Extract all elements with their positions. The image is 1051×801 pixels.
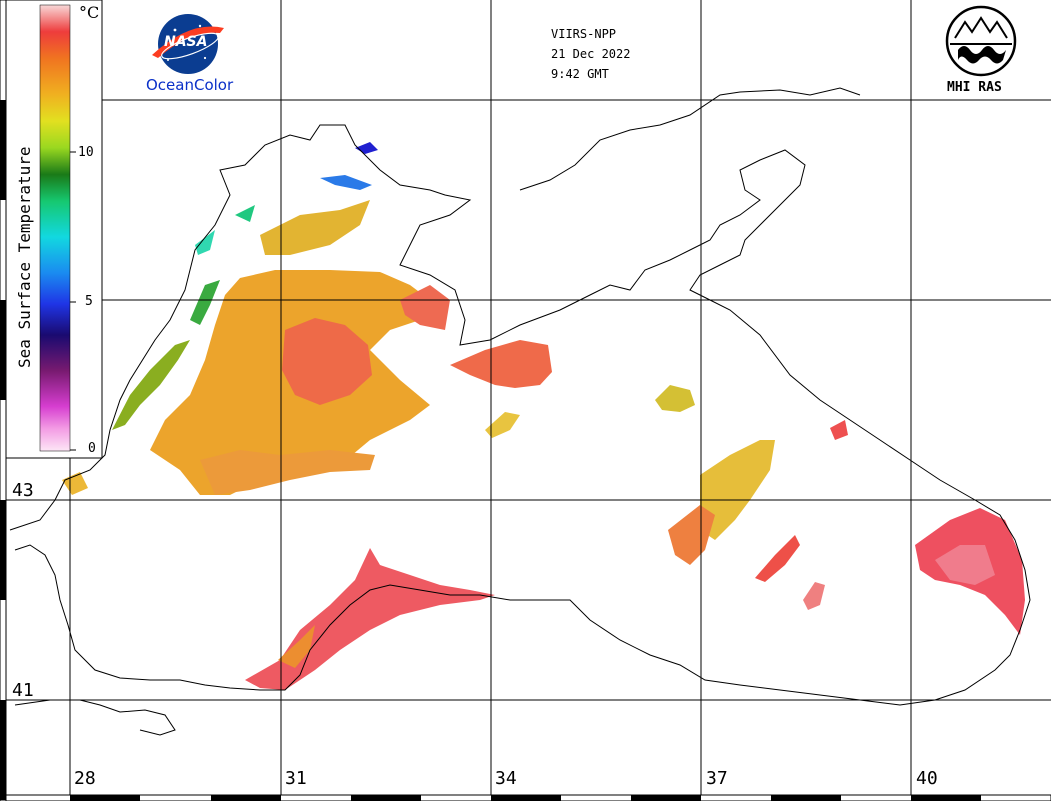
coast-bosporus — [14, 699, 176, 736]
acquisition-info: VIIRS-NPP 21 Dec 2022 9:42 GMT — [551, 24, 630, 84]
sst-patch-small-red — [830, 420, 848, 440]
sst-patch-south-orange — [278, 625, 315, 668]
coast-west — [9, 124, 1031, 706]
sst-patch-nw-green2 — [190, 280, 220, 325]
sst-patch-west-tip — [62, 472, 88, 495]
sst-patch-nw-orange-strip — [200, 450, 375, 495]
nasa-logo — [152, 14, 224, 74]
legend-unit: °C — [79, 3, 100, 22]
lon-label-31: 31 — [285, 768, 307, 789]
sst-patch-nw-green — [112, 340, 190, 430]
lon-label-28: 28 — [74, 768, 96, 789]
sst-patch-center-yellow — [655, 385, 695, 412]
mhi-ras-label: MHI RAS — [947, 80, 1002, 95]
sst-patch-teal2 — [235, 205, 255, 222]
sst-patch-east-orange — [668, 505, 715, 565]
sst-patch-nw-yellow — [260, 200, 370, 255]
sst-patch-east-red-strip — [755, 535, 800, 582]
mhi-logo — [945, 5, 1017, 77]
legend-title: Sea Surface Temperature — [15, 146, 34, 368]
sst-patch-center-red — [282, 318, 372, 405]
sst-patch-south — [245, 548, 495, 690]
lat-label-43: 43 — [12, 480, 34, 501]
sst-patch-east-pink — [803, 582, 825, 610]
lon-label-37: 37 — [706, 768, 728, 789]
sst-patch-crimea-west — [400, 285, 450, 330]
acquisition-date: 21 Dec 2022 — [551, 47, 631, 61]
sst-patches — [62, 142, 1025, 690]
lat-label-41: 41 — [12, 680, 34, 701]
legend-tick-10: 10 — [78, 145, 94, 160]
coastline — [9, 87, 1031, 736]
sst-patch-small-yellow — [485, 412, 520, 438]
oceancolor-label: OceanColor — [146, 76, 234, 94]
sst-patch-south-of-crimea — [450, 340, 552, 388]
sst-patch-blue-dnepr — [320, 175, 372, 190]
sst-patch-east-yellow — [700, 440, 775, 540]
acquisition-time: 9:42 GMT — [551, 67, 609, 81]
legend-panel — [5, 0, 103, 459]
legend-tick-5: 5 — [85, 294, 93, 309]
nasa-wordmark: NASA — [164, 34, 208, 50]
sst-patch-teal — [195, 230, 215, 255]
legend-tick-0: 0 — [88, 441, 96, 456]
sst-patch-se-inner — [935, 545, 995, 585]
sensor-name: VIIRS-NPP — [551, 27, 617, 41]
coast-azov-north — [519, 87, 861, 191]
lon-label-34: 34 — [495, 768, 517, 789]
lon-label-40: 40 — [916, 768, 938, 789]
